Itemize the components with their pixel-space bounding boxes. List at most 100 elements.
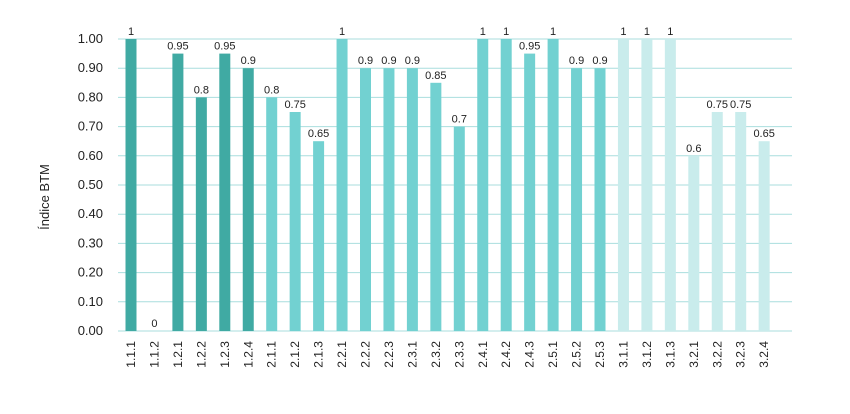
x-tick-label-3.2.4: 3.2.4 bbox=[757, 341, 771, 368]
bar-1.2.1 bbox=[172, 53, 184, 331]
bar-2.1.1 bbox=[266, 97, 278, 332]
data-label-1.1.1: 1 bbox=[128, 26, 134, 38]
bar-2.2.2 bbox=[360, 68, 371, 331]
y-tick-label: 0.60 bbox=[78, 148, 103, 163]
x-tick-label-2.4.2: 2.4.2 bbox=[499, 341, 513, 368]
x-tick-label-2.5.2: 2.5.2 bbox=[570, 341, 584, 368]
bar-2.2.1 bbox=[336, 39, 348, 331]
bar-2.3.1 bbox=[406, 68, 418, 331]
x-tick-label-3.2.1: 3.2.1 bbox=[687, 341, 701, 368]
bar-2.1.3 bbox=[313, 141, 325, 331]
y-tick-label: 0.00 bbox=[78, 323, 103, 338]
data-label-3.2.3: 0.75 bbox=[730, 99, 751, 111]
data-label-3.2.2: 0.75 bbox=[707, 99, 728, 111]
x-tick-label-2.2.2: 2.2.2 bbox=[359, 341, 373, 368]
data-label-2.1.1: 0.8 bbox=[264, 84, 279, 96]
data-label-2.2.3: 0.9 bbox=[381, 55, 396, 67]
bar-2.2.3 bbox=[383, 68, 395, 331]
bar-2.3.3 bbox=[453, 126, 465, 331]
x-tick-label-2.3.1: 2.3.1 bbox=[405, 341, 419, 368]
y-tick-label: 0.70 bbox=[78, 119, 103, 134]
x-tick-label-2.3.3: 2.3.3 bbox=[452, 341, 466, 368]
data-label-2.4.1: 1 bbox=[480, 26, 486, 38]
y-tick-label: 0.90 bbox=[78, 60, 103, 75]
bar-2.5.3 bbox=[594, 68, 606, 331]
x-tick-label-1.1.1: 1.1.1 bbox=[124, 341, 138, 368]
bars bbox=[125, 39, 770, 332]
bar-3.2.2 bbox=[711, 112, 723, 331]
y-tick-label: 0.50 bbox=[78, 177, 103, 192]
data-label-2.5.2: 0.9 bbox=[569, 55, 584, 67]
data-label-2.5.3: 0.9 bbox=[592, 55, 607, 67]
x-tick-label-1.2.1: 1.2.1 bbox=[171, 341, 185, 368]
y-tick-label: 1.00 bbox=[78, 31, 103, 46]
data-label-2.1.2: 0.75 bbox=[284, 99, 305, 111]
data-labels: 1 0 0.95 0.8 0.95 0.9 0.8 0.75 0.65 1 0.9 0.9 0.9 0.8… bbox=[128, 26, 775, 330]
data-label-1.2.4: 0.9 bbox=[241, 55, 256, 67]
x-tick-label-2.4.1: 2.4.1 bbox=[476, 341, 490, 368]
bar-2.1.2 bbox=[289, 112, 301, 331]
data-label-3.2.1: 0.6 bbox=[686, 143, 701, 155]
bar-2.5.1 bbox=[547, 39, 559, 331]
x-tick-label-2.1.3: 2.1.3 bbox=[312, 341, 326, 368]
bar-3.1.2 bbox=[641, 39, 653, 331]
bar-3.1.1 bbox=[617, 39, 629, 331]
data-label-1.2.2: 0.8 bbox=[194, 84, 209, 96]
x-tick-label-2.3.2: 2.3.2 bbox=[429, 341, 443, 368]
x-tick-label-1.2.4: 1.2.4 bbox=[241, 341, 255, 368]
x-tick-label-3.1.2: 3.1.2 bbox=[640, 341, 654, 368]
y-tick-label: 0.20 bbox=[78, 265, 103, 280]
y-tick-label: 0.30 bbox=[78, 235, 103, 250]
data-label-3.1.3: 1 bbox=[667, 26, 673, 38]
bar-3.2.1 bbox=[688, 155, 700, 331]
bar-2.4.2 bbox=[500, 39, 512, 331]
x-tick-label-2.2.1: 2.2.1 bbox=[335, 341, 349, 368]
data-label-1.1.2: 0 bbox=[151, 318, 157, 330]
bar-3.2.3 bbox=[735, 112, 747, 331]
x-tick-label-2.4.3: 2.4.3 bbox=[523, 341, 537, 368]
y-axis-label: Índice BTM bbox=[37, 164, 52, 230]
bar-1.2.4 bbox=[242, 68, 254, 331]
bar-2.4.3 bbox=[524, 53, 536, 331]
data-label-3.2.4: 0.65 bbox=[753, 128, 774, 140]
x-tick-label-2.1.1: 2.1.1 bbox=[265, 341, 279, 368]
bar-3.2.4 bbox=[758, 141, 770, 331]
bar-2.4.1 bbox=[477, 39, 489, 331]
x-tick-label-3.1.3: 3.1.3 bbox=[663, 341, 677, 368]
y-axis-ticks: 0.00 0.10 0.20 0.30 0.40 0.50 0.60 0.70 0.80 0.90… bbox=[78, 31, 103, 338]
bar-2.3.2 bbox=[430, 82, 442, 331]
data-label-2.3.1: 0.9 bbox=[405, 55, 420, 67]
data-label-2.5.1: 1 bbox=[550, 26, 556, 38]
data-label-1.2.3: 0.95 bbox=[214, 41, 235, 53]
x-tick-label-2.2.3: 2.2.3 bbox=[382, 341, 396, 368]
y-tick-label: 0.10 bbox=[78, 294, 103, 309]
data-label-2.3.2: 0.85 bbox=[425, 70, 446, 82]
data-label-2.2.2: 0.9 bbox=[358, 55, 373, 67]
y-tick-label: 0.80 bbox=[78, 89, 103, 104]
x-tick-label-3.1.1: 3.1.1 bbox=[616, 341, 630, 368]
x-tick-label-1.2.2: 1.2.2 bbox=[194, 341, 208, 368]
x-tick-label-1.1.2: 1.1.2 bbox=[147, 341, 161, 368]
x-tick-label-3.2.3: 3.2.3 bbox=[734, 341, 748, 368]
data-label-2.1.3: 0.65 bbox=[308, 128, 329, 140]
data-label-2.2.1: 1 bbox=[339, 26, 345, 38]
bar-3.1.3 bbox=[664, 39, 676, 331]
x-tick-label-1.2.3: 1.2.3 bbox=[218, 341, 232, 368]
x-tick-label-2.5.3: 2.5.3 bbox=[593, 341, 607, 368]
x-tick-label-3.2.2: 3.2.2 bbox=[710, 341, 724, 368]
x-axis-ticks: 1.1.1 1.1.2 1.2.1 1.2.2 1.2.3 1.2.4 2.1.1 2.1.2… bbox=[124, 341, 771, 368]
data-label-2.4.3: 0.95 bbox=[519, 41, 540, 53]
y-tick-label: 0.40 bbox=[78, 206, 103, 221]
data-label-2.4.2: 1 bbox=[503, 26, 509, 38]
bar-1.2.2 bbox=[195, 97, 207, 332]
data-label-3.1.1: 1 bbox=[620, 26, 626, 38]
bar-1.2.3 bbox=[219, 53, 231, 331]
x-tick-label-2.1.2: 2.1.2 bbox=[288, 341, 302, 368]
bar-1.1.1 bbox=[125, 39, 137, 331]
bar-2.5.2 bbox=[571, 68, 583, 331]
data-label-3.1.2: 1 bbox=[644, 26, 650, 38]
x-tick-label-2.5.1: 2.5.1 bbox=[546, 341, 560, 368]
data-label-2.3.3: 0.7 bbox=[452, 114, 467, 126]
data-label-1.2.1: 0.95 bbox=[167, 41, 188, 53]
